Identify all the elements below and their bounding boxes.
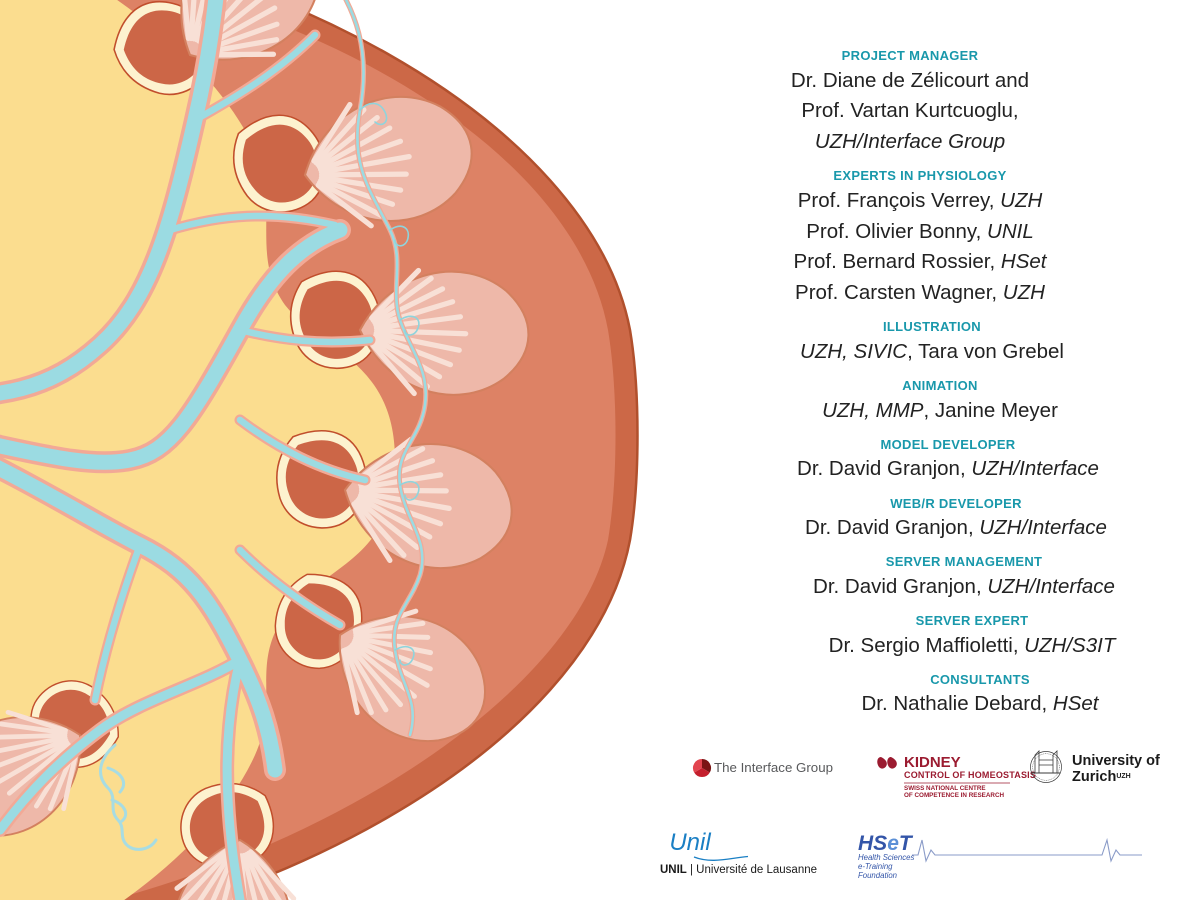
svg-text:e-Training: e-Training (858, 862, 893, 871)
svg-text:CONTROL OF HOMEOSTASIS: CONTROL OF HOMEOSTASIS (904, 770, 1036, 780)
svg-text:OF COMPETENCE IN RESEARCH: OF COMPETENCE IN RESEARCH (904, 792, 1005, 799)
svg-text:| Université de Lausanne: | Université de Lausanne (690, 864, 817, 876)
svg-text:Unil: Unil (669, 829, 711, 856)
svg-text:SWISS NATIONAL CENTRE: SWISS NATIONAL CENTRE (904, 785, 986, 792)
svg-text:KIDNEY: KIDNEY (904, 754, 961, 771)
svg-text:University of: University of (1072, 753, 1160, 769)
svg-text:HSeT: HSeT (858, 832, 914, 855)
svg-text:UNIL: UNIL (660, 864, 687, 876)
svg-text:Health Sciences: Health Sciences (858, 853, 914, 862)
svg-text:ZurichUZH: ZurichUZH (1072, 769, 1131, 785)
svg-text:Foundation: Foundation (858, 871, 897, 880)
svg-text:The Interface Group: The Interface Group (714, 760, 833, 775)
